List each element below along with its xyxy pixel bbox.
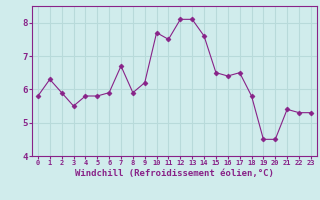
X-axis label: Windchill (Refroidissement éolien,°C): Windchill (Refroidissement éolien,°C)	[75, 169, 274, 178]
